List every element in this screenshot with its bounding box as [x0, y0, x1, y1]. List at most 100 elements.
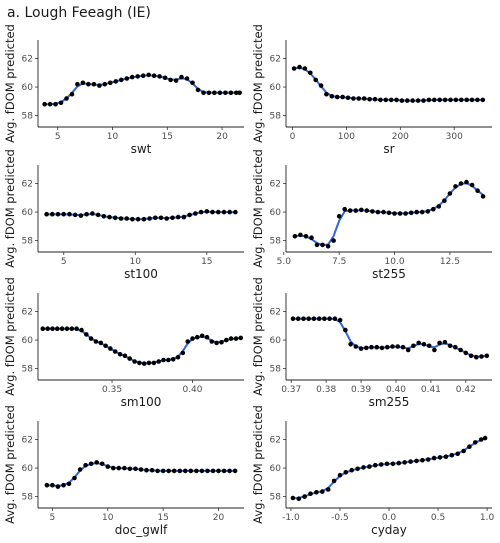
data-point — [116, 465, 122, 471]
data-point — [358, 346, 364, 351]
data-point — [55, 211, 61, 217]
data-point — [193, 211, 198, 216]
data-point — [67, 211, 72, 217]
data-point — [77, 467, 83, 472]
data-point — [94, 460, 99, 465]
data-point — [453, 184, 458, 189]
x-tick-label: -1.0 — [282, 513, 300, 523]
data-point — [216, 468, 221, 474]
data-point — [309, 235, 314, 240]
x-tick-label: 15 — [157, 513, 168, 523]
data-point — [206, 90, 212, 96]
data-point — [86, 81, 91, 87]
data-point — [384, 461, 390, 467]
data-point — [447, 191, 453, 196]
fit-line — [45, 462, 237, 487]
data-point — [179, 74, 184, 80]
data-point — [84, 211, 89, 217]
data-point — [122, 465, 127, 471]
data-point — [448, 97, 453, 103]
data-point — [381, 209, 386, 215]
y-tick-label: 62 — [22, 308, 33, 318]
data-point — [318, 83, 324, 88]
data-point — [228, 336, 234, 341]
y-tick-label: 60 — [270, 83, 282, 93]
data-point — [331, 478, 337, 484]
data-point — [311, 316, 317, 322]
data-point — [364, 208, 370, 213]
data-point — [59, 326, 65, 332]
data-point — [349, 467, 355, 473]
x-axis-label: doc_gwlf — [115, 523, 168, 537]
data-point — [223, 90, 228, 96]
data-point — [107, 214, 112, 220]
data-point — [217, 90, 223, 96]
data-point — [173, 78, 179, 83]
data-point — [91, 81, 97, 87]
y-tick-label: 62 — [270, 55, 281, 65]
data-point — [40, 326, 46, 332]
y-tick-label: 62 — [22, 180, 33, 190]
data-point — [432, 97, 437, 103]
x-tick-label: 0.41 — [421, 385, 441, 395]
data-point — [195, 87, 201, 93]
data-point — [320, 242, 325, 248]
y-tick-label: 62 — [22, 55, 33, 65]
data-point — [80, 80, 86, 86]
data-point — [233, 336, 239, 341]
data-point — [97, 83, 102, 88]
data-point — [375, 209, 381, 215]
data-point — [420, 457, 425, 463]
x-tick-label: 10 — [102, 513, 114, 523]
data-point — [146, 72, 151, 78]
data-point — [177, 468, 183, 474]
data-point — [88, 461, 94, 467]
data-point — [157, 74, 162, 79]
data-point — [479, 354, 484, 359]
data-point — [45, 326, 50, 332]
data-point — [332, 316, 338, 322]
data-point — [64, 96, 69, 101]
data-point — [75, 81, 80, 87]
data-point — [158, 215, 164, 221]
data-point — [171, 468, 177, 474]
data-point — [66, 481, 72, 487]
data-point — [233, 209, 238, 215]
data-point — [324, 91, 329, 97]
data-point — [102, 81, 108, 87]
data-point — [372, 96, 378, 102]
data-point — [53, 101, 58, 107]
y-axis-label: Avg. fDOM predicted — [251, 405, 265, 524]
data-point — [156, 359, 161, 364]
data-point — [464, 179, 469, 185]
data-point — [356, 96, 362, 101]
data-point — [345, 95, 351, 101]
data-point — [329, 94, 335, 99]
x-axis-label: st100 — [124, 267, 158, 281]
x-tick-label: 5 — [61, 257, 67, 267]
data-point — [141, 216, 147, 222]
x-tick-label: 0.0 — [382, 513, 397, 523]
data-point — [367, 96, 372, 102]
data-point — [414, 209, 420, 215]
panel-sm100: 58 60 62 0.35 0.40 sm100 Avg. fDOM predicted — [3, 277, 244, 409]
data-point — [194, 468, 199, 474]
data-point — [331, 238, 336, 243]
data-point — [50, 326, 55, 332]
data-point — [388, 97, 394, 103]
y-tick-label: 58 — [22, 365, 34, 375]
x-tick-label: -0.5 — [331, 513, 349, 523]
x-tick-label: 0.40 — [386, 385, 406, 395]
data-point — [431, 455, 437, 461]
data-point — [221, 209, 227, 215]
data-point — [108, 80, 113, 86]
x-axis-label: swt — [131, 142, 152, 156]
y-tick-label: 58 — [270, 365, 282, 375]
data-point — [394, 97, 399, 103]
data-point — [474, 354, 479, 360]
data-point — [436, 204, 442, 209]
data-point — [166, 468, 171, 474]
data-point — [408, 459, 413, 464]
data-point — [175, 214, 181, 220]
data-point — [103, 343, 108, 349]
